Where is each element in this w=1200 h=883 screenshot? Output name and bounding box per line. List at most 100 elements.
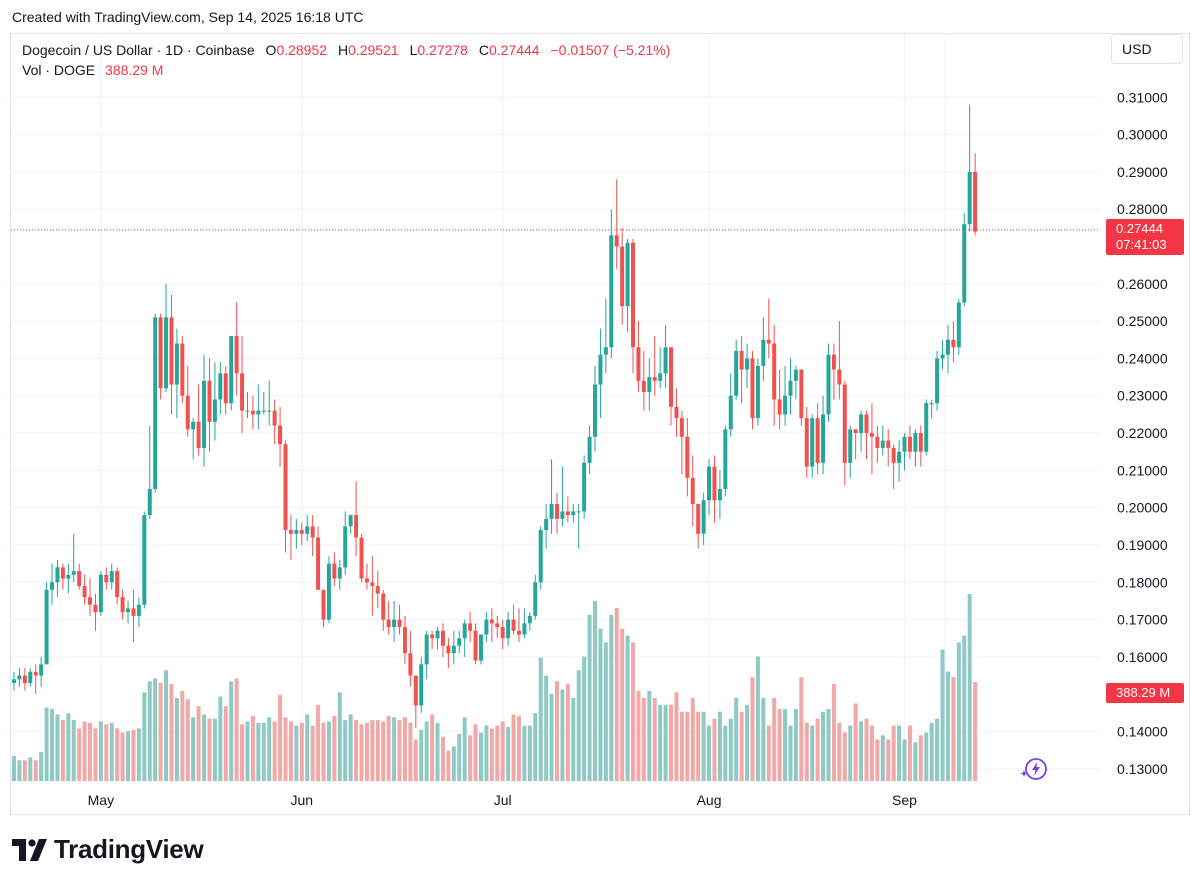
volume-bar: [891, 725, 896, 781]
candle-body: [223, 373, 228, 404]
brand-name: TradingView: [54, 834, 204, 864]
candle-body: [620, 246, 625, 307]
volume-bar: [962, 635, 967, 781]
candle-body: [44, 589, 49, 665]
candle-body: [299, 530, 304, 534]
price-tick-label: 0.14000: [1117, 724, 1168, 740]
volume-bar: [229, 681, 234, 781]
volume-bar: [745, 704, 750, 781]
volume-bar: [707, 725, 712, 781]
candle-body: [669, 347, 674, 407]
candle-body: [864, 414, 869, 434]
time-axis[interactable]: May Jun Jul Aug Sep: [88, 792, 918, 808]
volume-bar: [413, 739, 418, 781]
price-tick-label: 0.26000: [1117, 276, 1168, 292]
volume-bar: [907, 725, 912, 781]
candle-body: [229, 336, 234, 404]
candle-body: [33, 671, 38, 676]
candle-body: [679, 418, 684, 437]
candle-body: [907, 436, 912, 452]
candle-body: [641, 380, 646, 393]
volume-bar: [446, 750, 451, 781]
symbol-title[interactable]: Dogecoin / US Dollar · 1D · Coinbase: [22, 42, 255, 58]
lightning-bolt-icon[interactable]: [1020, 757, 1048, 781]
volume-bar: [772, 697, 777, 781]
price-tick-label: 0.31000: [1117, 89, 1168, 105]
price-tick-label: 0.13000: [1117, 761, 1168, 777]
price-axis[interactable]: 0.31000 0.30000 0.29000 0.28000 0.26000 0.250…: [1117, 89, 1168, 777]
candle-body: [468, 623, 473, 631]
volume-bar: [234, 678, 239, 781]
candle-body: [462, 623, 467, 639]
candle-body: [218, 373, 223, 400]
open-label: O: [265, 42, 277, 58]
candle-body: [755, 365, 760, 419]
volume-bar: [880, 735, 885, 781]
volume-bar: [500, 721, 505, 781]
candle-body: [766, 339, 771, 344]
volume-bar: [245, 721, 250, 781]
volume-bar: [538, 657, 543, 781]
candle-body: [880, 440, 885, 448]
volume-bar: [690, 697, 695, 781]
bar-countdown: 07:41:03: [1116, 237, 1167, 252]
candle-body: [723, 429, 728, 490]
volume-bar: [495, 725, 500, 781]
volume-bar: [717, 711, 722, 781]
candle-body: [261, 410, 266, 412]
candle-body: [240, 373, 245, 411]
volume-bar: [831, 684, 836, 781]
candle-body: [104, 574, 109, 583]
candle-body: [533, 582, 538, 616]
candle-body: [98, 574, 103, 613]
last-price-value: 0.27444: [1116, 221, 1163, 236]
volume-bar: [859, 721, 864, 781]
volume-bar: [142, 692, 147, 781]
candle-body: [712, 466, 717, 501]
candle-body: [495, 623, 500, 628]
candle-body: [527, 615, 532, 624]
candle-body: [392, 619, 397, 628]
volume-bar: [799, 677, 804, 781]
volume-bar: [641, 697, 646, 781]
volume-bar: [218, 696, 223, 781]
volume-bar: [631, 642, 636, 781]
volume-bar: [305, 714, 310, 781]
candle-body: [381, 593, 386, 620]
candle-body: [511, 619, 516, 631]
volume-bar: [288, 721, 293, 781]
volume-bar: [755, 656, 760, 781]
candle-body: [506, 619, 511, 639]
chart-pane[interactable]: [10, 33, 1190, 815]
last-volume-label: 388.29 M: [1106, 683, 1184, 703]
volume-bar: [897, 725, 902, 781]
volume-bar: [104, 724, 109, 781]
candle-body: [859, 414, 864, 434]
candle-body: [522, 623, 527, 635]
candle-body: [386, 619, 391, 628]
volume-bar: [544, 675, 549, 781]
volume-bar: [576, 670, 581, 781]
candle-body: [929, 403, 934, 405]
candle-body: [457, 638, 462, 646]
volume-bar: [321, 722, 326, 781]
tradingview-brand[interactable]: TradingView: [12, 834, 204, 865]
candle-body: [804, 418, 809, 467]
volume-bar: [935, 718, 940, 781]
candle-body: [690, 477, 695, 504]
candle-body: [815, 418, 820, 463]
candle-body: [625, 242, 630, 307]
volume-bar: [506, 726, 511, 781]
candle-body: [267, 410, 272, 412]
volume-label[interactable]: Vol · DOGE: [22, 62, 96, 78]
time-tick-label: Jul: [494, 792, 512, 808]
volume-bar: [810, 725, 815, 781]
volume-bar: [593, 600, 598, 781]
time-tick-label: Sep: [892, 792, 917, 808]
volume-bar: [424, 721, 429, 781]
currency-selector[interactable]: USD: [1111, 34, 1183, 64]
volume-bar: [115, 728, 120, 781]
volume-bar: [761, 697, 766, 781]
volume-bar: [82, 721, 87, 781]
